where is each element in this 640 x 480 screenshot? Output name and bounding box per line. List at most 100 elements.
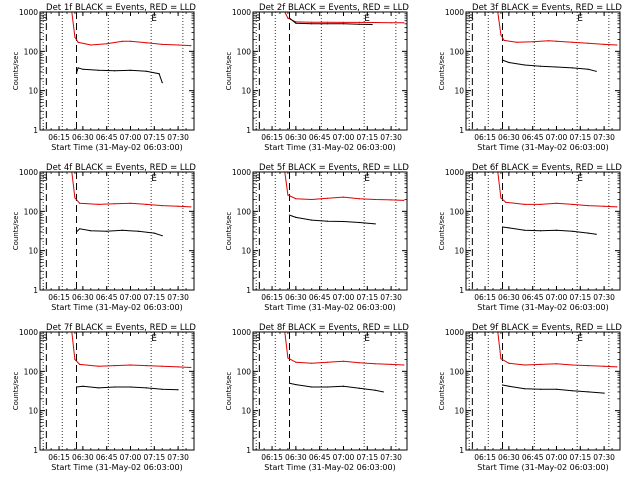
series-point [287,17,289,19]
axes-frame [252,331,408,451]
x-tick-label: 07:30 [593,133,615,142]
series-point [524,229,526,231]
series-point [358,21,360,23]
marker-e: E [151,174,157,184]
y-axis-label: Counts/sec [225,372,233,411]
series-point [311,23,313,25]
panel-title: Det 2f BLACK = Events, RED = LLD [259,3,409,13]
series-point [571,41,574,43]
series-point [75,72,78,74]
x-tick-label: 06:15 [48,293,70,302]
y-tick-label: 10 [241,247,251,256]
x-axis-label: Start Time (31-May-02 06:03:00) [477,463,608,472]
series-point [505,201,507,203]
series-point [501,226,504,228]
series-point [190,366,192,369]
y-tick-label: 1000 [232,168,251,177]
marker-e: E [577,174,583,184]
series-point [129,202,132,204]
series-point [540,388,542,390]
marker-e: E [364,14,370,24]
series-point [287,357,289,359]
x-tick-label: 07:15 [143,293,165,302]
series-point [501,384,504,386]
series-point [90,230,92,232]
x-tick-label: 06:45 [522,293,544,302]
series-point [114,70,116,72]
y-axis-label: Counts/sec [12,372,20,411]
series-point [77,41,79,43]
series-point [603,43,605,46]
axes-frame [252,11,408,131]
y-tick-label: 10 [28,247,38,256]
series-point [390,22,392,24]
series-point [288,17,291,19]
series-point [311,21,313,23]
x-tick-label: 07:30 [593,293,615,302]
series-point [500,358,502,360]
y-tick-label: 1000 [445,168,464,177]
series-point [327,197,329,199]
series-point [145,365,147,367]
y-axis-label: Counts/sec [225,52,233,91]
x-tick-label: 06:45 [309,293,331,302]
y-tick-label: 10 [454,407,464,416]
series-point [177,205,179,207]
series-point [75,386,78,388]
x-tick-label: 07:15 [356,133,378,142]
x-tick-label: 06:30 [498,133,520,142]
series-line-events [502,59,597,72]
axes-frame [39,171,195,291]
series-point [129,364,132,366]
series-point [358,23,360,25]
series-point [508,61,510,64]
y-tick-label: 1000 [19,8,38,17]
series-point [508,227,510,229]
y-tick-label: 100 [450,47,465,56]
axes-frame [39,331,195,451]
series-point [342,385,345,387]
series-point [106,43,108,45]
marker-e: E [577,334,583,344]
series-point [287,194,289,196]
series-point [327,361,329,363]
x-tick-label: 06:45 [522,133,544,142]
series-point [540,65,542,67]
series-point [540,203,542,205]
series-point [327,23,329,25]
y-tick-label: 10 [454,87,464,96]
x-tick-label: 06:15 [474,133,496,142]
y-tick-label: 1 [33,286,38,295]
series-point [374,389,376,391]
series-point [311,198,313,201]
y-tick-label: 100 [450,207,465,216]
series-line-lld [497,172,617,208]
series-point [327,386,329,388]
series-point [75,231,78,233]
y-tick-label: 1000 [445,8,464,17]
x-tick-label: 06:30 [72,293,94,302]
series-point [524,364,526,366]
series-point [571,203,574,205]
series-point [295,216,297,218]
series-point [555,229,558,231]
y-axis-label: Counts/sec [12,52,20,91]
marker-s: S [255,334,261,344]
x-tick-label: 06:30 [498,293,520,302]
series-point [403,199,405,201]
y-tick-label: 1 [459,126,464,135]
y-tick-label: 1 [246,446,251,455]
series-point [82,68,84,70]
series-point [571,364,574,366]
x-tick-label: 06:30 [285,453,307,462]
series-point [114,365,116,367]
y-tick-label: 1 [246,286,251,295]
x-tick-label: 07:00 [120,453,142,462]
series-point [503,39,505,42]
series-point [98,69,100,71]
series-point [77,67,79,69]
y-axis-label: Counts/sec [225,212,233,251]
